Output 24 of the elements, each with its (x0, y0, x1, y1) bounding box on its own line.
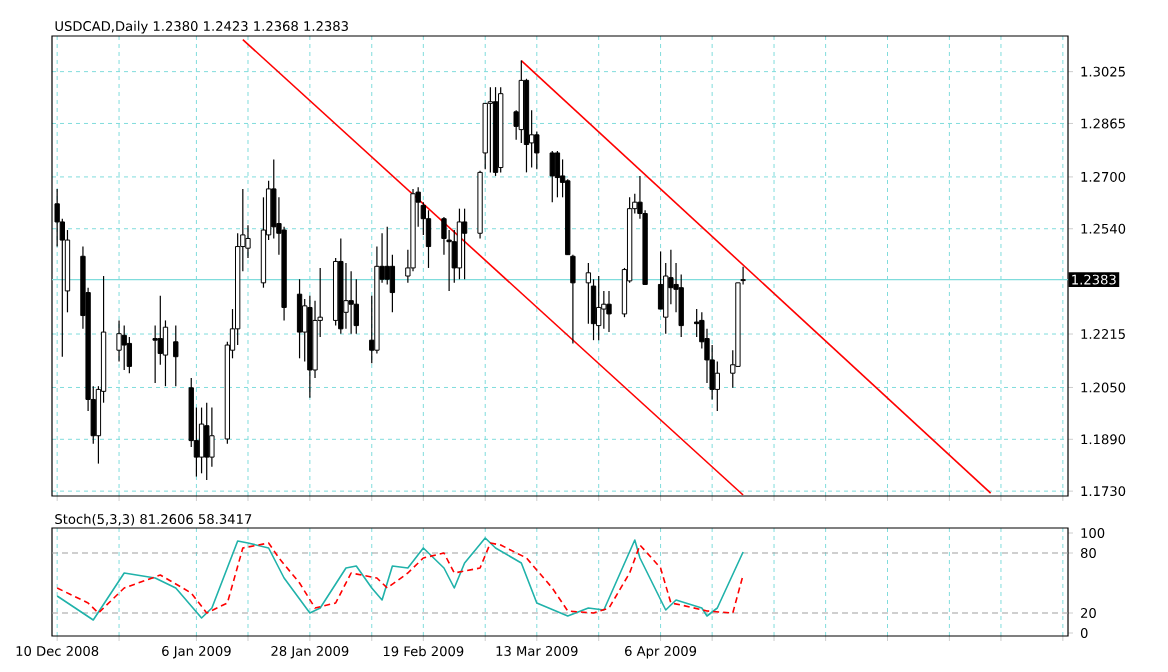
candlestick (549, 150, 555, 203)
candlestick (384, 226, 390, 286)
candlestick (348, 270, 354, 335)
candlestick (596, 275, 602, 341)
candlestick (657, 250, 664, 310)
candlestick (296, 278, 303, 359)
candlestick (173, 325, 179, 387)
candlestick (116, 319, 122, 363)
candlestick (152, 325, 158, 384)
candlestick (451, 229, 457, 284)
candlestick (121, 325, 127, 371)
candlestick (209, 406, 215, 468)
candlestick (694, 308, 700, 338)
candlestick (487, 86, 494, 173)
candlestick (456, 208, 463, 280)
candlestick (425, 209, 432, 269)
candlestick (198, 406, 205, 474)
candlestick (353, 278, 359, 335)
candlestick (606, 290, 612, 333)
candlestick (714, 360, 720, 412)
candlestick (461, 208, 468, 280)
candlestick (554, 150, 561, 198)
candlestick (343, 262, 349, 330)
candlestick (204, 402, 210, 481)
